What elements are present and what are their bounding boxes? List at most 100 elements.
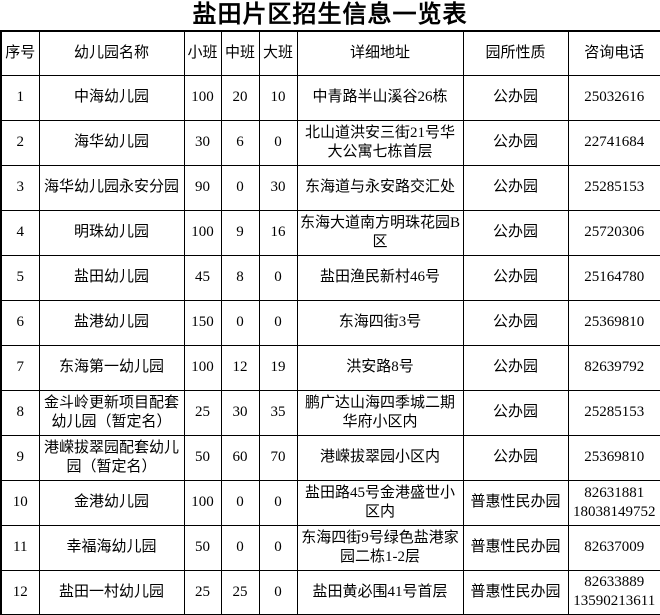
cell: 12 (220, 344, 260, 391)
cell: 8 (0, 389, 40, 436)
cell: 东海四街9号绿色盐港家园二栋1-2层 (296, 524, 464, 571)
cell: 10 (0, 479, 40, 526)
cell: 普惠性民办园 (462, 479, 569, 526)
cell: 公办园 (462, 389, 569, 436)
cell: 东海大道南方明珠花园B区 (296, 209, 464, 256)
cell: 0 (258, 479, 298, 526)
cell: 60 (220, 434, 260, 481)
cell: 公办园 (462, 434, 569, 481)
cell: 0 (220, 299, 260, 346)
cell: 50 (183, 524, 222, 571)
cell: 东海第一幼儿园 (38, 344, 185, 391)
cell: 普惠性民办园 (462, 569, 569, 615)
cell: 25032616 (567, 74, 660, 121)
cell: 50 (183, 434, 222, 481)
column-header-0: 序号 (0, 30, 40, 76)
cell: 35 (258, 389, 298, 436)
cell: 45 (183, 254, 222, 301)
table-row: 5 盐田幼儿园 45 8 0 盐田渔民新村46号 公办园 25164780 (0, 254, 660, 301)
column-header-6: 园所性质 (462, 30, 569, 76)
cell: 9 (220, 209, 260, 256)
cell: 0 (258, 119, 298, 166)
table-row: 12 盐田一村幼儿园 25 25 0 盐田黄必围41号首层 普惠性民办园 82633889 1… (0, 569, 660, 615)
cell: 100 (183, 344, 222, 391)
cell: 25 (183, 389, 222, 436)
cell: 0 (258, 299, 298, 346)
cell: 25720306 (567, 209, 660, 256)
column-header-7: 咨询电话 (567, 30, 660, 76)
cell: 中青路半山溪谷26栋 (296, 74, 464, 121)
enrollment-info-table: 序号 幼儿园名称 小班 中班 大班 详细地址 园所性质 咨询电话 1 中海幼儿园 100 20 10 中… (0, 30, 660, 615)
cell: 盐田幼儿园 (38, 254, 185, 301)
cell: 19 (258, 344, 298, 391)
cell: 12 (0, 569, 40, 615)
cell: 6 (0, 299, 40, 346)
cell: 9 (0, 434, 40, 481)
table-row: 6 盐港幼儿园 150 0 0 东海四街3号 公办园 25369810 (0, 299, 660, 346)
cell: 82639792 (567, 344, 660, 391)
cell: 100 (183, 209, 222, 256)
cell: 洪安路8号 (296, 344, 464, 391)
cell: 25 (220, 569, 260, 615)
cell: 3 (0, 164, 40, 211)
cell: 25285153 (567, 389, 660, 436)
cell: 90 (183, 164, 222, 211)
table-row: 10 金港幼儿园 100 0 0 盐田路45号金港盛世小区内 普惠性民办园 82631881 … (0, 479, 660, 526)
cell: 30 (258, 164, 298, 211)
cell: 150 (183, 299, 222, 346)
cell: 盐港幼儿园 (38, 299, 185, 346)
cell: 金斗岭更新项目配套幼儿园（暂定名） (38, 389, 185, 436)
cell: 25369810 (567, 434, 660, 481)
cell: 港嵘拔翠园小区内 (296, 434, 464, 481)
table-row: 7 东海第一幼儿园 100 12 19 洪安路8号 公办园 82639792 (0, 344, 660, 391)
cell: 25 (183, 569, 222, 615)
cell: 明珠幼儿园 (38, 209, 185, 256)
cell: 0 (220, 479, 260, 526)
cell: 盐田渔民新村46号 (296, 254, 464, 301)
cell: 港嵘拔翠园配套幼儿园（暂定名） (38, 434, 185, 481)
table-header-row: 序号 幼儿园名称 小班 中班 大班 详细地址 园所性质 咨询电话 (0, 30, 660, 76)
cell: 盐田路45号金港盛世小区内 (296, 479, 464, 526)
cell: 普惠性民办园 (462, 524, 569, 571)
cell: 公办园 (462, 299, 569, 346)
cell: 北山道洪安三街21号华大公寓七栋首层 (296, 119, 464, 166)
column-header-4: 大班 (258, 30, 298, 76)
column-header-1: 幼儿园名称 (38, 30, 185, 76)
table-row: 3 海华幼儿园永安分园 90 0 30 东海道与永安路交汇处 公办园 25285153 (0, 164, 660, 211)
table-row: 9 港嵘拔翠园配套幼儿园（暂定名） 50 60 70 港嵘拔翠园小区内 公办园 2536981… (0, 434, 660, 481)
table-row: 2 海华幼儿园 30 6 0 北山道洪安三街21号华大公寓七栋首层 公办园 22741684 (0, 119, 660, 166)
cell: 公办园 (462, 209, 569, 256)
cell: 公办园 (462, 344, 569, 391)
cell: 东海道与永安路交汇处 (296, 164, 464, 211)
page-title: 盐田片区招生信息一览表 (192, 2, 468, 28)
cell: 鹏广达山海四季城二期华府小区内 (296, 389, 464, 436)
cell: 100 (183, 74, 222, 121)
cell: 公办园 (462, 119, 569, 166)
cell: 海华幼儿园 (38, 119, 185, 166)
cell: 11 (0, 524, 40, 571)
cell: 82633889 13590213611 (567, 569, 660, 615)
cell: 公办园 (462, 164, 569, 211)
cell: 0 (220, 164, 260, 211)
cell: 30 (220, 389, 260, 436)
cell: 30 (183, 119, 222, 166)
table-row: 11 幸福海幼儿园 50 0 0 东海四街9号绿色盐港家园二栋1-2层 普惠性民办园 8263… (0, 524, 660, 571)
column-header-2: 小班 (183, 30, 222, 76)
cell: 盐田黄必围41号首层 (296, 569, 464, 615)
cell: 82637009 (567, 524, 660, 571)
cell: 金港幼儿园 (38, 479, 185, 526)
cell: 4 (0, 209, 40, 256)
cell: 中海幼儿园 (38, 74, 185, 121)
cell: 8 (220, 254, 260, 301)
cell: 25369810 (567, 299, 660, 346)
cell: 6 (220, 119, 260, 166)
cell: 公办园 (462, 254, 569, 301)
cell: 海华幼儿园永安分园 (38, 164, 185, 211)
table-row: 8 金斗岭更新项目配套幼儿园（暂定名） 25 30 35 鹏广达山海四季城二期华府小区内公… (0, 389, 660, 436)
cell: 10 (258, 74, 298, 121)
cell: 100 (183, 479, 222, 526)
cell: 0 (258, 569, 298, 615)
cell: 1 (0, 74, 40, 121)
cell: 70 (258, 434, 298, 481)
